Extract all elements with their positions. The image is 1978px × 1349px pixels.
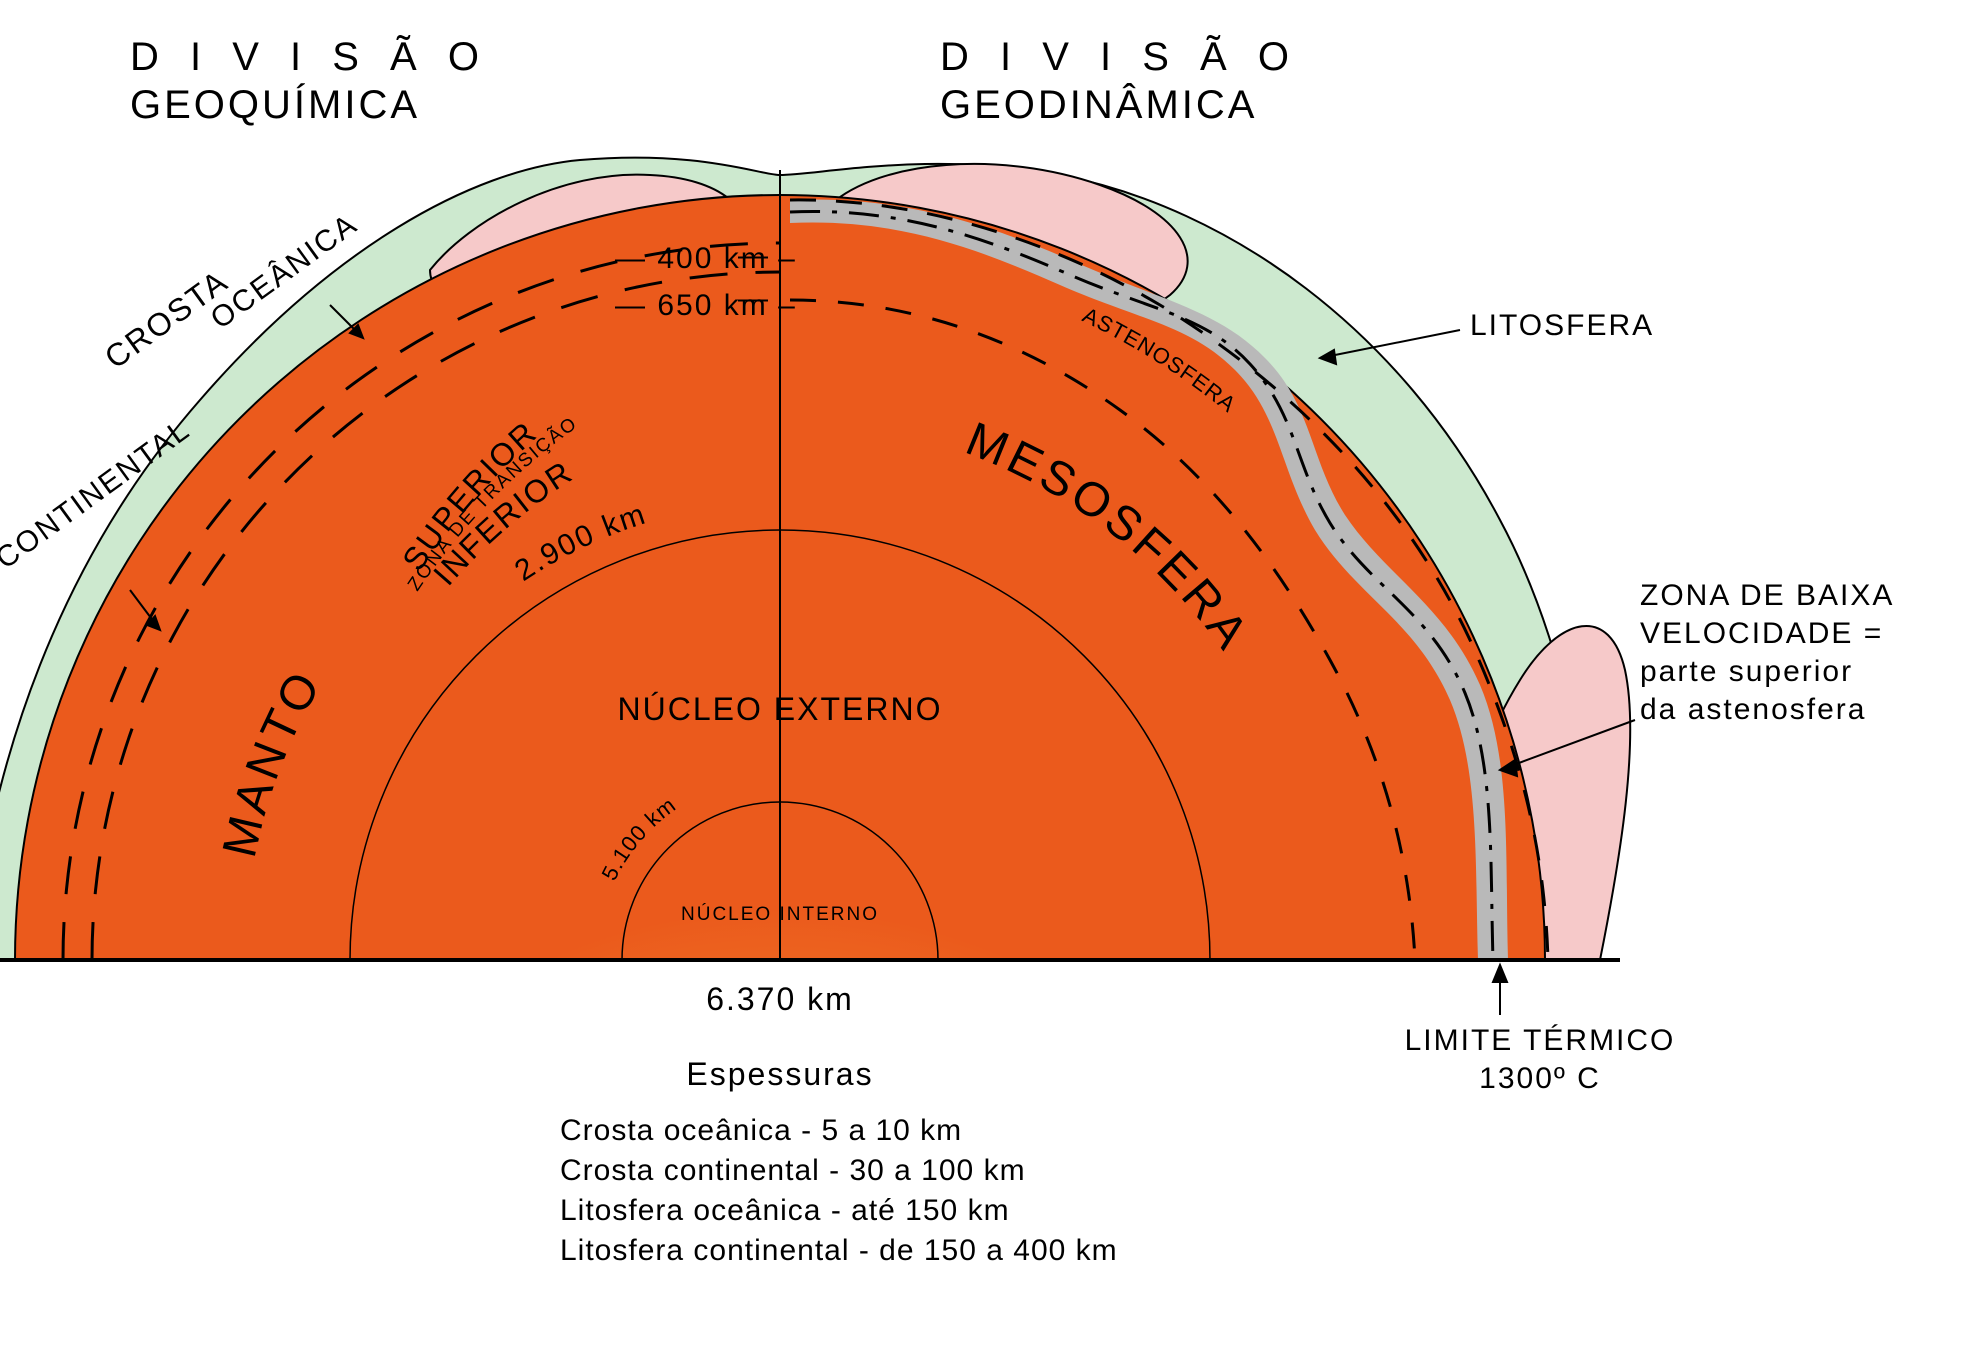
label-lvz-2: VELOCIDADE = — [1640, 617, 1883, 650]
label-nucleo-externo: NÚCLEO EXTERNO — [618, 691, 943, 727]
title-right-1: D I V I S Ã O — [940, 34, 1299, 79]
label-thermal-1: LIMITE TÉRMICO — [1405, 1024, 1676, 1057]
label-650km: — 650 km – — [615, 289, 797, 322]
title-left-1: D I V I S Ã O — [130, 34, 489, 79]
caption-line-3: Litosfera continental - de 150 a 400 km — [560, 1234, 1118, 1267]
title-right-2: GEODINÂMICA — [940, 82, 1257, 127]
label-litosfera: LITOSFERA — [1470, 309, 1654, 342]
label-lvz-3: parte superior — [1640, 655, 1853, 688]
label-thermal-2: 1300º C — [1479, 1062, 1601, 1095]
caption-heading: Espessuras — [686, 1056, 873, 1092]
caption-line-2: Litosfera oceânica - até 150 km — [560, 1194, 1010, 1227]
arrow-thermal — [1493, 965, 1507, 1015]
caption-line-1: Crosta continental - 30 a 100 km — [560, 1154, 1026, 1187]
label-nucleo-interno: NÚCLEO INTERNO — [681, 903, 879, 925]
label-400km: — 400 km – — [615, 242, 797, 275]
label-6370: 6.370 km — [706, 981, 854, 1017]
title-left-2: GEOQUÍMICA — [130, 82, 420, 127]
label-lvz-1: ZONA DE BAIXA — [1640, 579, 1894, 612]
earth-structure-diagram: — — MANTO SUPERIOR ZONA DE TRANSIÇÃO INF… — [0, 0, 1978, 1349]
caption-line-0: Crosta oceânica - 5 a 10 km — [560, 1114, 962, 1147]
label-lvz-4: da astenosfera — [1640, 693, 1866, 726]
